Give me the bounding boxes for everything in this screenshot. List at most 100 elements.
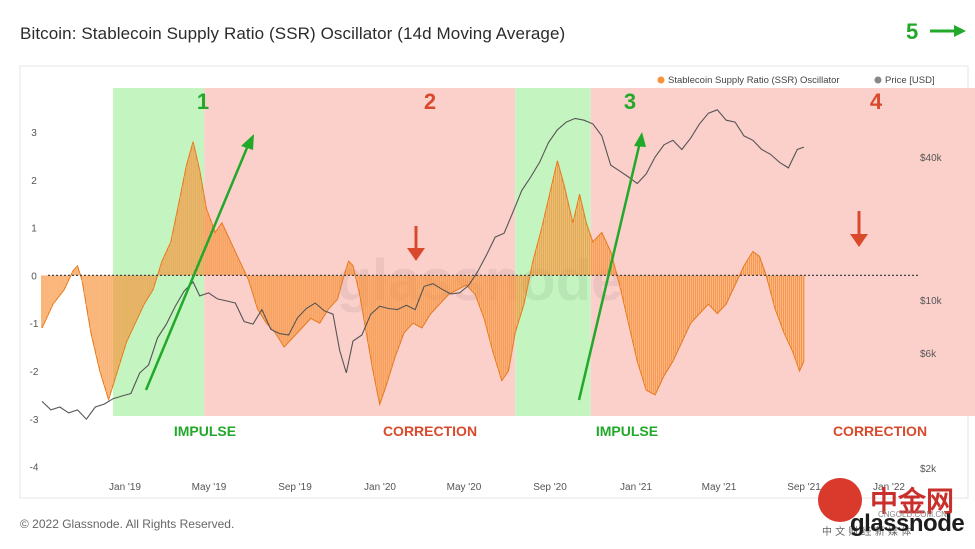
y-left-tick-label: 0: [31, 271, 37, 282]
ssr-bar: [625, 275, 627, 312]
ssr-bar: [437, 275, 439, 306]
ssr-bar: [235, 252, 237, 276]
ssr-bar: [733, 275, 735, 288]
ssr-bar: [241, 265, 243, 276]
ssr-bar: [377, 275, 379, 396]
ssr-bar: [349, 262, 351, 276]
ssr-bar: [713, 275, 715, 310]
ssr-bar: [87, 275, 89, 316]
ssr-bar: [561, 176, 563, 276]
ssr-bar: [749, 256, 751, 276]
ssr-bar: [731, 275, 733, 293]
ssr-bar: [365, 275, 367, 331]
ssr-bar: [541, 227, 543, 276]
ssr-bar: [781, 275, 783, 327]
ssr-bar: [509, 275, 511, 364]
ssr-bar: [499, 275, 501, 375]
ssr-bar: [353, 269, 355, 276]
ssr-bar: [253, 275, 255, 298]
ssr-bar: [329, 275, 331, 308]
ssr-bar: [199, 171, 201, 276]
phase-label-correction: CORRECTION: [383, 423, 477, 439]
ssr-bar: [53, 275, 55, 303]
ssr-bar: [81, 275, 83, 281]
ssr-bar: [279, 275, 281, 341]
ssr-bar: [261, 275, 263, 317]
ssr-bar: [581, 203, 583, 276]
ssr-bar: [417, 275, 419, 326]
ssr-bar: [697, 275, 699, 316]
ssr-bar: [667, 275, 669, 370]
ssr-bar: [737, 275, 739, 280]
phase-label-correction: CORRECTION: [833, 423, 927, 439]
ssr-bar: [193, 145, 195, 276]
ssr-bar: [643, 275, 645, 383]
x-tick-label: Sep '21: [787, 482, 821, 493]
ssr-bar: [533, 257, 535, 276]
ssr-bar: [337, 275, 339, 298]
y-left-tick-label: 2: [31, 176, 37, 187]
phase-correction-4: [590, 88, 975, 416]
ssr-bar: [443, 275, 445, 300]
ssr-bar: [169, 243, 171, 276]
ssr-bar: [651, 275, 653, 394]
ssr-bar: [577, 201, 579, 276]
ssr-bar: [311, 275, 313, 320]
ssr-bar: [637, 275, 639, 363]
ssr-bar: [569, 209, 571, 276]
ssr-bar: [395, 275, 397, 355]
ssr-bar: [753, 252, 755, 276]
ssr-bar: [271, 275, 273, 330]
ssr-bar: [41, 275, 43, 328]
ssr-bar: [699, 275, 701, 314]
ssr-bar: [409, 275, 411, 327]
ssr-bar: [137, 275, 139, 318]
ssr-bar: [149, 275, 151, 295]
ssr-bar: [197, 162, 199, 276]
ssr-bar: [773, 275, 775, 304]
y-left-tick-label: -4: [30, 463, 39, 474]
ssr-bar: [389, 275, 391, 374]
ssr-bar: [653, 275, 655, 395]
ssr-bar: [685, 275, 687, 334]
ssr-bar: [661, 275, 663, 381]
ssr-bar: [551, 184, 553, 276]
ssr-bar: [147, 275, 149, 298]
ssr-bar: [129, 275, 131, 335]
ssr-bar: [111, 275, 113, 389]
ssr-bar: [153, 275, 155, 287]
ssr-bar: [769, 275, 771, 289]
ssr-bar: [109, 275, 111, 396]
ssr-bar: [285, 275, 287, 346]
ssr-bar: [461, 275, 463, 288]
ssr-bar: [565, 192, 567, 276]
ssr-bar: [479, 275, 481, 308]
ssr-bar: [359, 275, 361, 296]
ssr-bar: [141, 275, 143, 309]
ssr-bar: [647, 275, 649, 391]
ssr-bar: [787, 275, 789, 341]
ssr-bar: [463, 275, 465, 287]
legend-price-label: Price [USD]: [885, 75, 935, 86]
ssr-bar: [771, 275, 773, 297]
ssr-bar: [97, 275, 99, 364]
ssr-bar: [641, 275, 643, 376]
ssr-bar: [593, 240, 595, 276]
ssr-bar: [313, 275, 315, 321]
ssr-bar: [303, 275, 305, 326]
ssr-bar: [161, 261, 163, 276]
impulse-arrow-1: [144, 142, 251, 391]
ssr-bar: [691, 275, 693, 323]
ssr-bar: [555, 167, 557, 276]
y-right-tick-label: $10k: [920, 296, 943, 307]
ssr-bar: [287, 275, 289, 344]
ssr-bar: [729, 275, 731, 297]
ssr-bar: [65, 275, 67, 286]
ssr-bar: [481, 275, 483, 313]
ssr-bar: [505, 275, 507, 375]
ssr-bar: [655, 275, 657, 394]
cngold-subtext: CNGOLD.COM.CN: [878, 510, 947, 519]
ssr-bar: [447, 275, 449, 296]
ssr-bar: [211, 223, 213, 276]
x-tick-label: Jan '20: [364, 482, 396, 493]
